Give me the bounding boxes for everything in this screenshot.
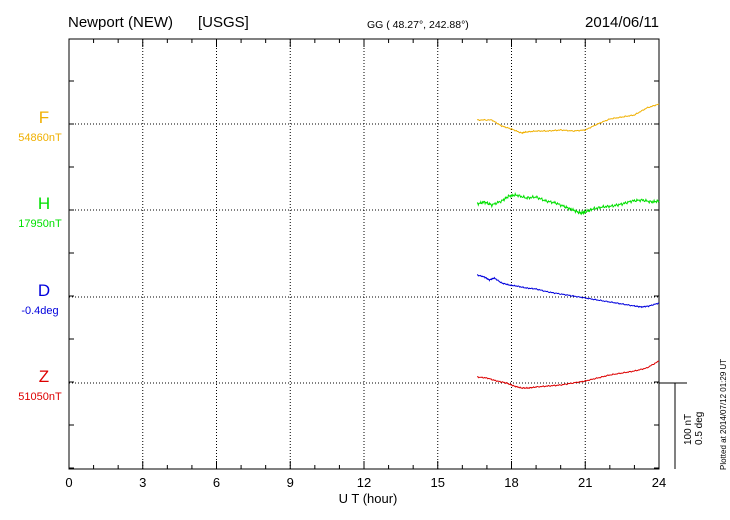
series-group <box>476 103 660 390</box>
component-name-h: H <box>38 194 50 213</box>
x-tick-label: 24 <box>652 475 666 490</box>
component-baseline-d: -0.4deg <box>21 305 58 317</box>
axis-ticks <box>68 39 660 469</box>
plot-frame <box>68 38 660 470</box>
component-labels: F 54860nT H 17950nT D -0.4deg Z 51050nT <box>18 108 62 403</box>
x-tick-label: 3 <box>139 475 146 490</box>
series-line-f <box>477 103 660 135</box>
scale-bar: 100 nT 0.5 deg <box>659 382 705 469</box>
source-label: [USGS] <box>198 14 249 31</box>
x-tick-label: 0 <box>65 475 72 490</box>
x-tick-label: 21 <box>578 475 592 490</box>
x-tick-label: 18 <box>504 475 518 490</box>
series-line-d <box>477 274 660 309</box>
grid-lines <box>69 39 659 469</box>
component-name-z: Z <box>39 367 49 386</box>
component-baseline-z: 51050nT <box>18 391 62 403</box>
x-tick-label: 12 <box>357 475 371 490</box>
component-name-d: D <box>38 281 50 300</box>
x-tick-label: 6 <box>213 475 220 490</box>
x-tick-labels: 0 3 6 9 12 15 18 21 24 <box>65 475 666 490</box>
series-line-z <box>477 360 660 390</box>
component-baseline-f: 54860nT <box>18 132 62 144</box>
scale-bar-label-deg: 0.5 deg <box>694 412 705 445</box>
coordinates-label: GG ( 48.27°, 242.88°) <box>367 19 469 31</box>
scale-bar-label-nt: 100 nT <box>683 414 694 445</box>
plotted-at-label: Plotted at 2014/07/12 01:29 UT <box>719 359 728 470</box>
x-tick-label: 9 <box>287 475 294 490</box>
series-line-h <box>476 191 660 216</box>
date-label: 2014/06/11 <box>585 14 659 31</box>
component-name-f: F <box>39 108 49 127</box>
component-baseline-h: 17950nT <box>18 218 62 230</box>
x-axis-title: U T (hour) <box>339 491 398 506</box>
x-tick-label: 15 <box>431 475 445 490</box>
station-title: Newport (NEW) <box>68 14 173 31</box>
